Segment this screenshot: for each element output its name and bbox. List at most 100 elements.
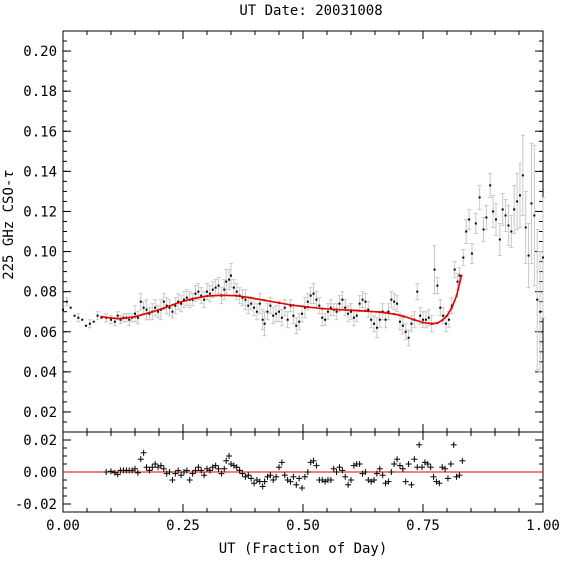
data-point (292, 314, 295, 317)
data-point (539, 310, 542, 313)
data-point (110, 318, 112, 321)
data-point (384, 318, 387, 321)
data-point (344, 306, 347, 309)
data-point (492, 210, 495, 213)
data-point (263, 322, 266, 325)
data-point (266, 310, 269, 313)
fit-point (455, 294, 458, 297)
data-point (407, 336, 410, 339)
data-point (318, 304, 321, 307)
data-point (378, 318, 381, 321)
data-point (306, 300, 309, 303)
data-point (255, 310, 258, 313)
data-point (208, 292, 211, 295)
data-point (200, 294, 203, 297)
data-point (335, 310, 338, 313)
data-point (396, 302, 399, 305)
data-point (401, 324, 404, 327)
data-point (530, 202, 533, 205)
data-point (462, 256, 465, 259)
data-point (286, 318, 289, 321)
data-point (168, 306, 171, 309)
data-point (88, 322, 91, 325)
fit-point (422, 321, 424, 324)
fit-point (110, 317, 112, 320)
x-tick-label: 0.75 (406, 518, 440, 534)
fit-point (402, 315, 405, 318)
data-point (516, 200, 519, 203)
data-point (358, 302, 361, 305)
chart-title: UT Date: 20031008 (239, 3, 382, 19)
data-point (69, 306, 72, 309)
data-point (542, 256, 544, 259)
data-point (510, 230, 513, 233)
data-point (439, 306, 442, 309)
data-point (419, 314, 422, 317)
fit-point (278, 301, 280, 304)
data-point (206, 290, 208, 293)
fit-point (446, 314, 448, 317)
data-point (250, 302, 253, 305)
y-tick-label: 0.10 (23, 245, 57, 261)
data-point (518, 194, 521, 197)
fit-point (148, 311, 151, 314)
fit-point (350, 309, 352, 312)
data-point (258, 302, 261, 305)
data-point (142, 306, 145, 309)
data-point (373, 322, 376, 325)
data-point (261, 318, 264, 321)
fit-point (436, 322, 439, 325)
data-point (433, 268, 436, 271)
data-point (223, 288, 226, 291)
y-tick-label: 0.04 (23, 365, 57, 381)
data-point (410, 322, 413, 325)
fit-point (263, 299, 266, 302)
x-tick-label: 0.50 (286, 518, 320, 534)
data-point (180, 302, 183, 305)
data-point (321, 316, 324, 319)
data-point (174, 304, 177, 307)
data-point (315, 298, 318, 301)
data-point (225, 280, 228, 283)
data-point (527, 254, 530, 257)
data-point (280, 316, 283, 319)
fit-point (441, 319, 444, 322)
data-point (253, 306, 256, 309)
data-point (269, 304, 272, 307)
fit-point (306, 306, 309, 309)
data-point (301, 312, 304, 315)
data-point (422, 318, 424, 321)
data-point (154, 306, 157, 309)
data-point (247, 304, 250, 307)
y-axis-label-symbol: τ (1, 170, 17, 179)
data-point (458, 274, 461, 277)
fit-point (134, 315, 136, 318)
data-point (494, 218, 497, 221)
data-point (165, 304, 168, 307)
data-point (390, 298, 393, 301)
x-tick-label: 1.00 (526, 518, 560, 534)
data-point (404, 330, 407, 333)
data-point (136, 316, 139, 319)
data-point (309, 294, 312, 297)
residual-y-tick-label: -0.02 (15, 497, 57, 513)
x-tick-label: 0.00 (46, 518, 80, 534)
data-point (113, 320, 116, 323)
data-point (148, 312, 151, 315)
data-point (468, 218, 471, 221)
data-point (361, 298, 364, 301)
x-axis-label: UT (Fraction of Day) (219, 541, 388, 557)
data-point (482, 228, 485, 231)
data-point (162, 300, 165, 303)
y-tick-label: 0.18 (23, 84, 57, 100)
y-tick-label: 0.02 (23, 405, 57, 421)
data-point (533, 214, 536, 217)
data-point (303, 306, 306, 309)
tau-panel-frame (62, 30, 544, 433)
data-point (81, 318, 84, 321)
data-point (355, 314, 358, 317)
data-point (134, 312, 136, 315)
data-point (470, 252, 473, 255)
y-tick-label: 0.14 (23, 164, 57, 180)
